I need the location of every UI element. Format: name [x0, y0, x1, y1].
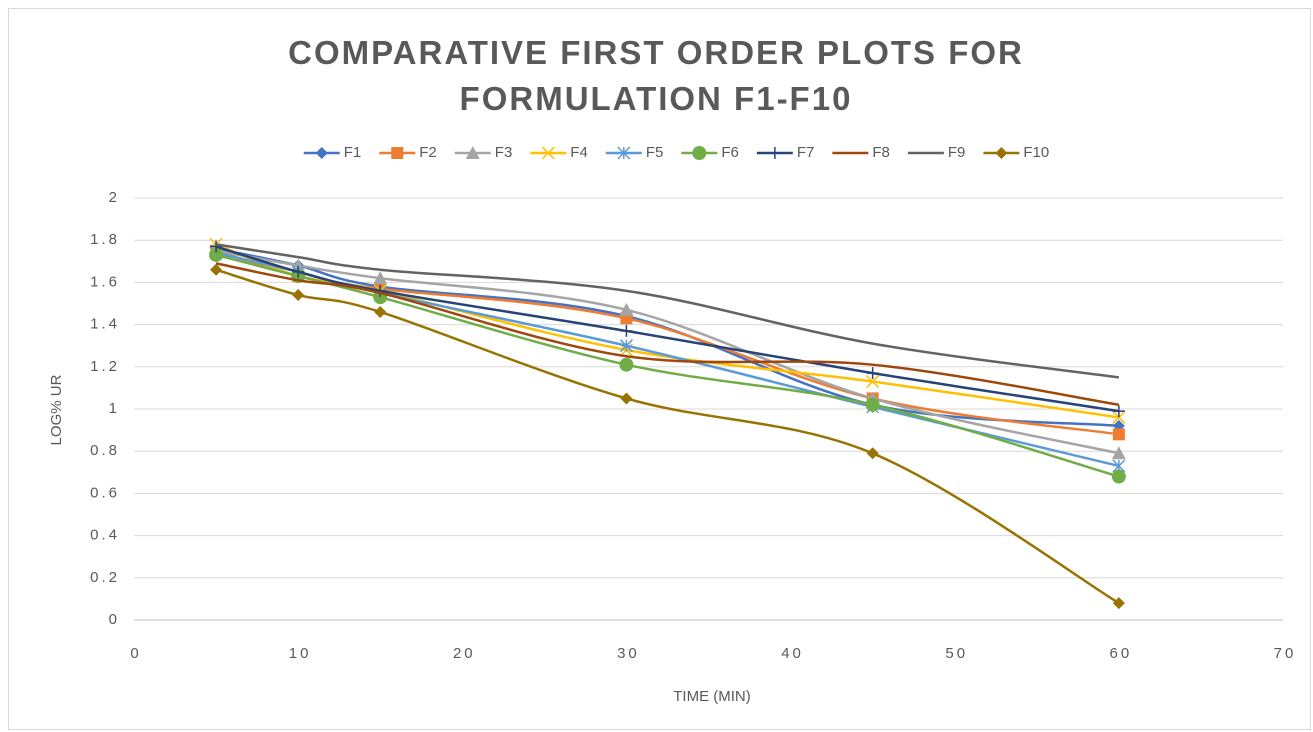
marker [866, 375, 880, 389]
legend-entry: F9 [907, 144, 966, 161]
marker [210, 240, 223, 253]
marker [541, 146, 555, 160]
marker [617, 146, 631, 160]
marker [692, 146, 707, 160]
legend-entry: F7 [756, 144, 815, 161]
marker [1112, 428, 1125, 441]
series-line [215, 243, 1120, 379]
y-tick-label: 0.2 [90, 569, 120, 586]
marker [865, 397, 880, 412]
series-line [215, 249, 1120, 436]
x-tick-label: 50 [945, 645, 968, 662]
legend-label: F3 [495, 144, 513, 161]
legend-label: F9 [948, 144, 966, 161]
legend-entry: F1 [303, 144, 362, 161]
marker [1111, 446, 1126, 460]
x-tick-label: 10 [289, 645, 312, 662]
series-line [215, 262, 1120, 407]
x-tick-label: 60 [1110, 645, 1133, 662]
legend-label: F1 [344, 144, 362, 161]
marker [620, 324, 633, 337]
legend-entry: F2 [379, 144, 437, 161]
x-axis-label: TIME (MIN) [673, 688, 750, 705]
legend-label: F8 [872, 144, 890, 161]
marker [465, 146, 480, 159]
x-tick-label: 70 [1274, 645, 1297, 662]
marker [1112, 410, 1126, 424]
legend: F1 F2 F3 F4 F5 F6 F7 F8 F9 F10 [303, 144, 1049, 161]
marker [619, 339, 633, 353]
marker [210, 263, 223, 276]
y-tick-label: 1.6 [90, 273, 120, 290]
marker [1112, 405, 1125, 418]
y-tick-label: 1.4 [90, 316, 120, 333]
legend-entry: F3 [454, 144, 513, 161]
y-tick-label: 0.6 [90, 484, 120, 501]
series-line [215, 268, 1120, 605]
x-tick-label: 0 [130, 645, 141, 662]
y-tick-label: 1.8 [90, 231, 120, 248]
legend-label: F10 [1023, 144, 1049, 161]
marker [391, 147, 404, 159]
legend-label: F6 [721, 144, 739, 161]
chart-title: COMPARATIVE FIRST ORDER PLOTS FOR FORMUL… [288, 34, 1024, 117]
x-tick-label: 40 [781, 645, 804, 662]
legend-entry: F10 [983, 144, 1049, 161]
y-tick-label: 1.2 [90, 358, 120, 375]
marker [620, 392, 633, 405]
legend-entry: F8 [832, 144, 890, 161]
y-tick-label: 0.8 [90, 442, 120, 459]
marker [866, 367, 879, 380]
legend-label: F2 [419, 144, 437, 161]
marker [209, 247, 224, 262]
marker [1111, 469, 1126, 484]
legend-entry: F5 [605, 144, 664, 161]
marker [373, 271, 388, 285]
marker [768, 147, 781, 159]
chart-frame [8, 8, 1311, 730]
marker [619, 302, 634, 316]
legend-label: F7 [797, 144, 815, 161]
x-tick-label: 30 [617, 645, 640, 662]
y-tick-label: 0.4 [90, 527, 120, 544]
y-tick-label: 0 [109, 611, 120, 628]
legend-label: F4 [570, 144, 588, 161]
marker [315, 147, 328, 159]
marker [619, 357, 634, 372]
marker [866, 447, 879, 460]
y-tick-label: 1 [109, 400, 120, 417]
legend-label: F5 [646, 144, 664, 161]
marker [374, 305, 387, 318]
marker [1112, 597, 1125, 610]
marker [995, 147, 1008, 159]
legend-entry: F6 [681, 144, 739, 161]
y-tick-label: 2 [109, 189, 120, 206]
legend-entry: F4 [530, 144, 588, 161]
y-axis-label: LOG% UR [48, 374, 65, 445]
x-tick-label: 20 [453, 645, 476, 662]
marker [292, 289, 305, 302]
marker [292, 265, 305, 278]
